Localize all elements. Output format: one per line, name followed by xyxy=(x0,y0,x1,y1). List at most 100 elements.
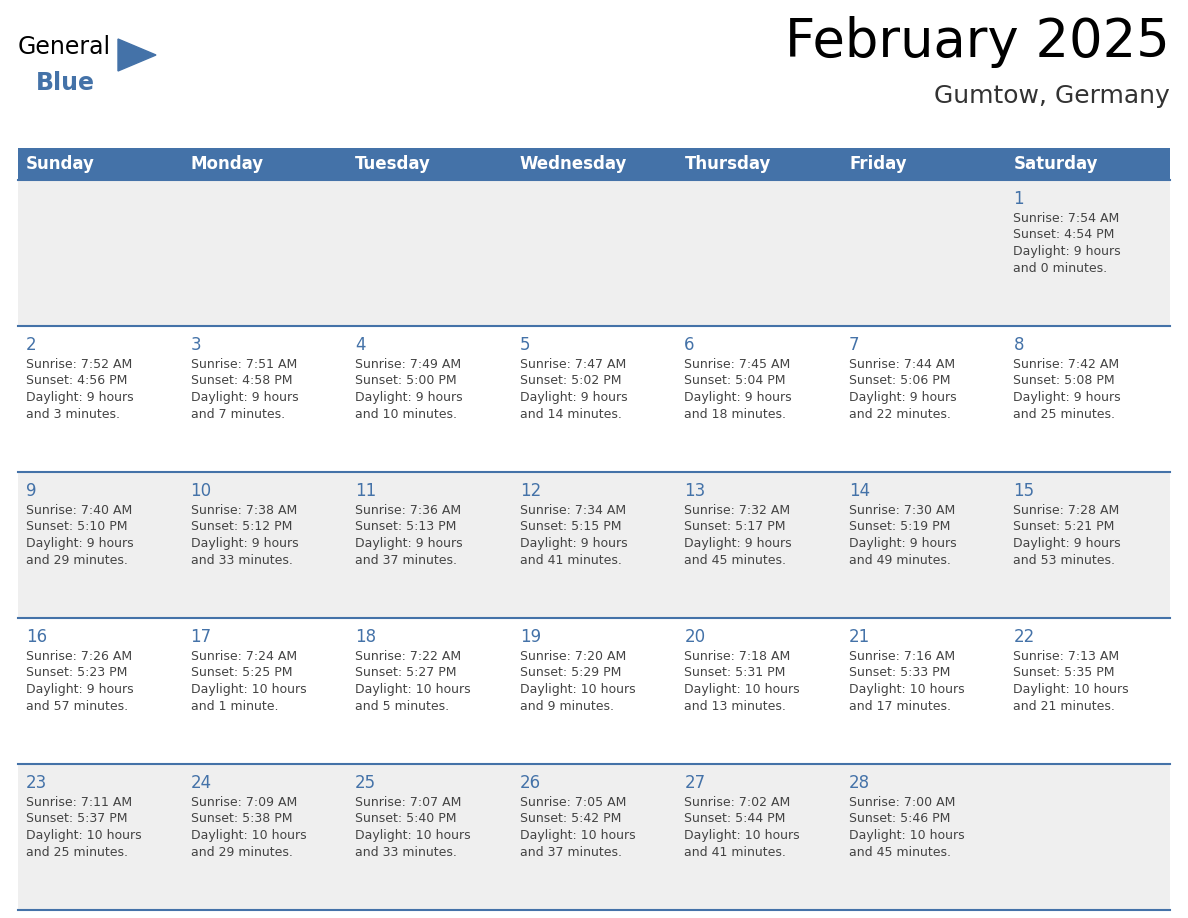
Text: and 37 minutes.: and 37 minutes. xyxy=(355,554,457,566)
Text: and 45 minutes.: and 45 minutes. xyxy=(684,554,786,566)
Text: Daylight: 9 hours: Daylight: 9 hours xyxy=(190,537,298,550)
Bar xyxy=(1005,618,1170,764)
Text: Sunrise: 7:32 AM: Sunrise: 7:32 AM xyxy=(684,504,790,517)
Bar xyxy=(512,148,676,180)
Text: Sunrise: 7:38 AM: Sunrise: 7:38 AM xyxy=(190,504,297,517)
Bar xyxy=(347,618,512,764)
Text: and 45 minutes.: and 45 minutes. xyxy=(849,845,950,858)
Text: 19: 19 xyxy=(519,628,541,646)
Text: and 57 minutes.: and 57 minutes. xyxy=(26,700,128,712)
Text: and 37 minutes.: and 37 minutes. xyxy=(519,845,621,858)
Text: and 14 minutes.: and 14 minutes. xyxy=(519,408,621,420)
Bar xyxy=(183,764,347,910)
Bar xyxy=(676,618,841,764)
Text: Sunrise: 7:09 AM: Sunrise: 7:09 AM xyxy=(190,796,297,809)
Text: Sunset: 5:19 PM: Sunset: 5:19 PM xyxy=(849,521,950,533)
Text: Daylight: 9 hours: Daylight: 9 hours xyxy=(26,537,133,550)
Text: Sunset: 5:21 PM: Sunset: 5:21 PM xyxy=(1013,521,1114,533)
Text: Daylight: 10 hours: Daylight: 10 hours xyxy=(849,829,965,842)
Text: Sunset: 5:00 PM: Sunset: 5:00 PM xyxy=(355,375,456,387)
Text: Sunset: 5:44 PM: Sunset: 5:44 PM xyxy=(684,812,785,825)
Text: Daylight: 9 hours: Daylight: 9 hours xyxy=(684,391,792,404)
Text: 12: 12 xyxy=(519,482,541,500)
Text: Daylight: 10 hours: Daylight: 10 hours xyxy=(684,683,800,696)
Text: Sunrise: 7:02 AM: Sunrise: 7:02 AM xyxy=(684,796,790,809)
Text: Sunset: 5:40 PM: Sunset: 5:40 PM xyxy=(355,812,456,825)
Bar xyxy=(1005,472,1170,618)
Text: Sunset: 5:13 PM: Sunset: 5:13 PM xyxy=(355,521,456,533)
Text: 4: 4 xyxy=(355,336,366,354)
Text: Daylight: 9 hours: Daylight: 9 hours xyxy=(684,537,792,550)
Text: 25: 25 xyxy=(355,774,377,792)
Text: Sunset: 4:54 PM: Sunset: 4:54 PM xyxy=(1013,229,1114,241)
Text: 11: 11 xyxy=(355,482,377,500)
Text: Sunset: 5:17 PM: Sunset: 5:17 PM xyxy=(684,521,785,533)
Text: Daylight: 9 hours: Daylight: 9 hours xyxy=(519,537,627,550)
Text: Sunrise: 7:13 AM: Sunrise: 7:13 AM xyxy=(1013,650,1119,663)
Text: Blue: Blue xyxy=(36,71,95,95)
Text: Sunset: 5:04 PM: Sunset: 5:04 PM xyxy=(684,375,785,387)
Bar xyxy=(18,326,183,472)
Text: and 17 minutes.: and 17 minutes. xyxy=(849,700,950,712)
Text: 15: 15 xyxy=(1013,482,1035,500)
Bar xyxy=(841,326,1005,472)
Bar xyxy=(183,180,347,326)
Bar xyxy=(512,472,676,618)
Text: and 29 minutes.: and 29 minutes. xyxy=(26,554,128,566)
Text: 21: 21 xyxy=(849,628,870,646)
Text: Sunrise: 7:54 AM: Sunrise: 7:54 AM xyxy=(1013,212,1119,225)
Bar xyxy=(512,326,676,472)
Text: Daylight: 10 hours: Daylight: 10 hours xyxy=(355,829,470,842)
Bar xyxy=(841,472,1005,618)
Text: Sunset: 5:37 PM: Sunset: 5:37 PM xyxy=(26,812,127,825)
Bar xyxy=(676,472,841,618)
Text: Sunset: 5:46 PM: Sunset: 5:46 PM xyxy=(849,812,950,825)
Bar xyxy=(676,326,841,472)
Text: and 3 minutes.: and 3 minutes. xyxy=(26,408,120,420)
Text: Daylight: 9 hours: Daylight: 9 hours xyxy=(355,391,463,404)
Text: Sunrise: 7:52 AM: Sunrise: 7:52 AM xyxy=(26,358,132,371)
Text: Sunset: 5:02 PM: Sunset: 5:02 PM xyxy=(519,375,621,387)
Text: and 5 minutes.: and 5 minutes. xyxy=(355,700,449,712)
Text: Sunrise: 7:11 AM: Sunrise: 7:11 AM xyxy=(26,796,132,809)
Text: 7: 7 xyxy=(849,336,859,354)
Text: Sunset: 4:58 PM: Sunset: 4:58 PM xyxy=(190,375,292,387)
Text: Sunrise: 7:36 AM: Sunrise: 7:36 AM xyxy=(355,504,461,517)
Text: and 7 minutes.: and 7 minutes. xyxy=(190,408,285,420)
Text: and 33 minutes.: and 33 minutes. xyxy=(190,554,292,566)
Text: Thursday: Thursday xyxy=(684,155,771,173)
Text: Sunset: 5:25 PM: Sunset: 5:25 PM xyxy=(190,666,292,679)
Text: Sunrise: 7:16 AM: Sunrise: 7:16 AM xyxy=(849,650,955,663)
Text: Sunrise: 7:00 AM: Sunrise: 7:00 AM xyxy=(849,796,955,809)
Text: 13: 13 xyxy=(684,482,706,500)
Text: General: General xyxy=(18,35,112,59)
Text: Daylight: 10 hours: Daylight: 10 hours xyxy=(190,683,307,696)
Text: 10: 10 xyxy=(190,482,211,500)
Polygon shape xyxy=(118,39,156,71)
Bar xyxy=(18,472,183,618)
Bar xyxy=(676,180,841,326)
Text: and 25 minutes.: and 25 minutes. xyxy=(1013,408,1116,420)
Text: 6: 6 xyxy=(684,336,695,354)
Bar xyxy=(1005,180,1170,326)
Text: Sunrise: 7:26 AM: Sunrise: 7:26 AM xyxy=(26,650,132,663)
Text: and 22 minutes.: and 22 minutes. xyxy=(849,408,950,420)
Text: Sunset: 5:06 PM: Sunset: 5:06 PM xyxy=(849,375,950,387)
Text: Wednesday: Wednesday xyxy=(520,155,627,173)
Text: and 21 minutes.: and 21 minutes. xyxy=(1013,700,1116,712)
Text: Sunset: 5:33 PM: Sunset: 5:33 PM xyxy=(849,666,950,679)
Text: Sunrise: 7:30 AM: Sunrise: 7:30 AM xyxy=(849,504,955,517)
Text: 23: 23 xyxy=(26,774,48,792)
Text: Daylight: 9 hours: Daylight: 9 hours xyxy=(1013,537,1121,550)
Text: 18: 18 xyxy=(355,628,377,646)
Text: Sunrise: 7:22 AM: Sunrise: 7:22 AM xyxy=(355,650,461,663)
Text: Daylight: 10 hours: Daylight: 10 hours xyxy=(849,683,965,696)
Bar xyxy=(183,618,347,764)
Text: Sunrise: 7:40 AM: Sunrise: 7:40 AM xyxy=(26,504,132,517)
Bar xyxy=(183,326,347,472)
Text: and 29 minutes.: and 29 minutes. xyxy=(190,845,292,858)
Text: 5: 5 xyxy=(519,336,530,354)
Bar xyxy=(18,618,183,764)
Text: 9: 9 xyxy=(26,482,37,500)
Text: and 33 minutes.: and 33 minutes. xyxy=(355,845,457,858)
